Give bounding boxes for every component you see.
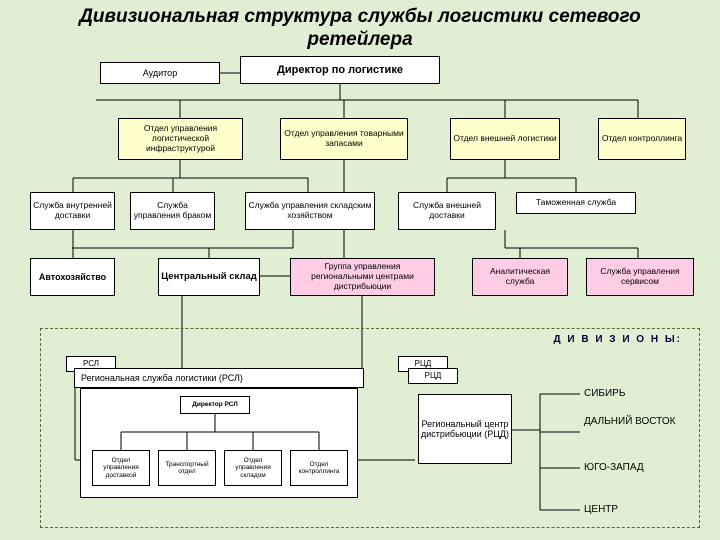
node-service: Служба управления сервисом <box>586 258 694 296</box>
mini-warehouse: Отдел управления складом <box>224 450 282 486</box>
node-auto: Автохозяйство <box>30 258 115 296</box>
node-internal: Служба внутренней доставки <box>30 192 115 230</box>
node-stock: Отдел управления товарными запасами <box>280 118 408 160</box>
region-sw: ЮГО-ЗАПАД <box>584 462 644 473</box>
mini-control: Отдел контроллинга <box>290 450 348 486</box>
node-auditor: Аудитор <box>100 62 220 84</box>
region-siberia: СИБИРЬ <box>584 388 625 399</box>
rcd-tab-2: РЦД <box>408 368 458 384</box>
node-control: Отдел контроллинга <box>598 118 686 160</box>
node-analytic: Аналитическая служба <box>472 258 568 296</box>
rcd-box: Региональный центр дистрибьюции (РЦД) <box>418 394 512 464</box>
region-center: ЦЕНТР <box>584 504 618 515</box>
mini-delivery: Отдел управления доставкой <box>92 450 150 486</box>
mini-transport: Транспортный отдел <box>158 450 216 486</box>
node-infra: Отдел управления логистической инфрастру… <box>118 118 243 160</box>
rsl-box: Региональная служба логистики (РСЛ) <box>74 368 364 388</box>
node-external: Отдел внешней логистики <box>450 118 560 160</box>
node-warehouse: Служба управления складским хозяйством <box>245 192 375 230</box>
node-defect: Служба управления браком <box>130 192 215 230</box>
node-regional: Группа управления региональными центрами… <box>290 258 435 296</box>
divisions-label: Д И В И З И О Н Ы: <box>553 334 682 345</box>
node-central: Центральный склад <box>158 258 260 296</box>
region-east: ДАЛЬНИЙ ВОСТОК <box>584 416 675 427</box>
node-customs: Таможенная служба <box>516 192 636 214</box>
node-extdeliv: Служба внешней доставки <box>398 192 496 230</box>
page-title: Дивизиональная структура службы логистик… <box>0 0 720 56</box>
mini-director: Директор РСЛ <box>180 396 250 414</box>
node-director: Директор по логистике <box>240 56 440 84</box>
